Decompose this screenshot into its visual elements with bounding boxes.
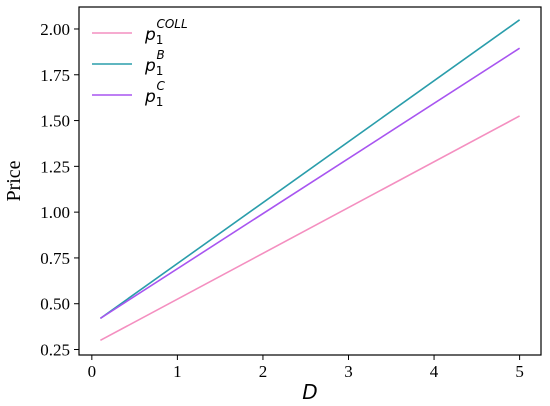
y-tick-label: 0.50 xyxy=(40,295,70,314)
series-layer xyxy=(99,19,521,342)
legend-label-sub: 1 xyxy=(156,33,164,47)
y-tick-label: 1.00 xyxy=(40,203,70,222)
x-tick-label: 5 xyxy=(515,362,524,381)
legend-label-base: p xyxy=(144,56,156,76)
y-tick-label: 1.25 xyxy=(40,157,70,176)
legend-label-2: p1 C xyxy=(144,79,165,109)
y-tick-label: 2.00 xyxy=(40,20,70,39)
legend-label-sub: 1 xyxy=(156,95,164,109)
legend-label-base: p xyxy=(144,87,156,107)
x-tick-label: 4 xyxy=(430,362,439,381)
legend-label-sub: 1 xyxy=(156,64,164,78)
legend-label-sup: C xyxy=(156,79,165,93)
y-tick-label: 0.25 xyxy=(40,341,70,360)
legend-label-sup: COLL xyxy=(156,17,187,31)
legend-label-0: p1 COLL xyxy=(144,17,188,47)
plot-frame xyxy=(78,6,542,356)
series-line-2 xyxy=(99,47,521,320)
y-tick-label: 0.75 xyxy=(40,249,70,268)
y-tick-label: 1.50 xyxy=(40,112,70,131)
legend-label-1: p1 B xyxy=(144,48,165,78)
x-tick-label: 0 xyxy=(88,362,97,381)
x-axis-title: D xyxy=(302,380,317,404)
x-tick-label: 2 xyxy=(259,362,268,381)
y-axis-ticks: 0.25 0.50 0.75 1.00 1.25 1.50 1.75 2.00 xyxy=(40,20,79,360)
y-axis-title: Price xyxy=(3,160,25,201)
x-axis-ticks: 0 1 2 3 4 5 xyxy=(88,355,524,381)
y-tick-label: 1.75 xyxy=(40,66,70,85)
series-line-0 xyxy=(100,115,520,342)
legend-label-base: p xyxy=(144,25,156,45)
legend-label-sup: B xyxy=(156,48,164,62)
series-line-1 xyxy=(99,19,521,320)
x-tick-label: 3 xyxy=(344,362,353,381)
x-tick-label: 1 xyxy=(173,362,182,381)
